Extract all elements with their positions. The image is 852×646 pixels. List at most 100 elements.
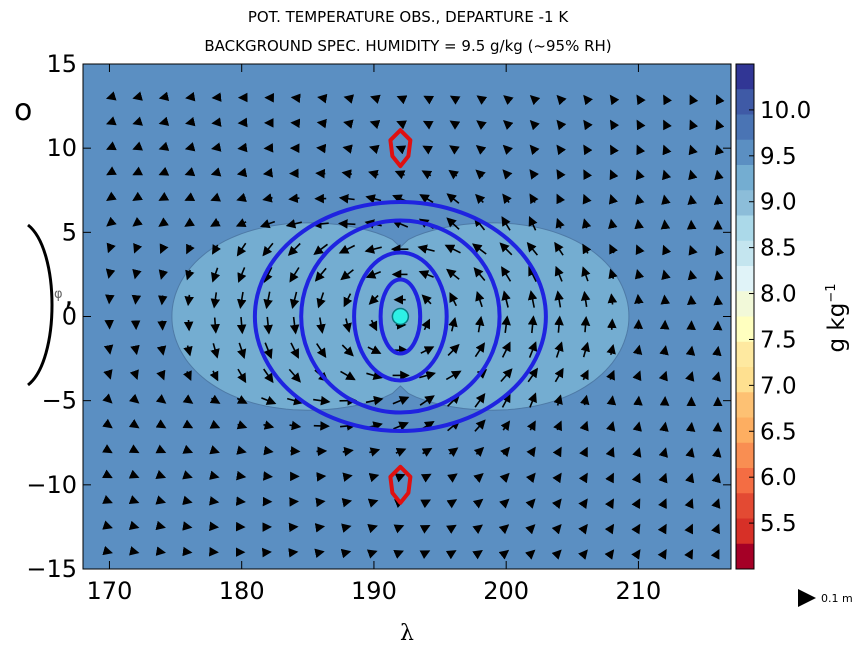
wind-vector: [608, 193, 618, 205]
colorbar-tick-label: 7.5: [760, 327, 797, 353]
wind-vector: [338, 219, 356, 229]
blue-contour: [378, 277, 423, 356]
wind-vector: [158, 217, 169, 227]
wind-vector: [342, 446, 354, 457]
wind-vector: [158, 141, 170, 151]
wind-vector: [155, 419, 167, 429]
wind-vector: [184, 192, 196, 201]
wind-vector: [289, 420, 302, 431]
wind-vector: [474, 419, 486, 432]
wind-vector: [129, 546, 140, 556]
wind-vector: [503, 95, 514, 106]
wind-vector: [236, 445, 247, 455]
wind-vector: [501, 266, 512, 282]
wind-vector: [658, 447, 668, 458]
wind-vector: [315, 497, 326, 508]
wind-vector: [685, 472, 695, 484]
wind-vector: [551, 549, 562, 560]
wind-vector: [342, 144, 353, 154]
wind-vector: [711, 472, 721, 484]
wind-vector: [689, 119, 699, 131]
red-contour: [388, 464, 413, 505]
wind-vector: [211, 142, 222, 152]
wind-vector: [446, 217, 460, 230]
wind-vector: [340, 269, 354, 281]
wind-vector: [263, 266, 273, 284]
wind-vector: [421, 294, 432, 305]
wind-vector: [554, 290, 564, 308]
wind-vector: [476, 120, 487, 130]
wind-vector: [209, 496, 220, 506]
wind-vector: [314, 267, 327, 282]
y-tick-label: −10: [26, 471, 77, 499]
wind-vector: [132, 268, 142, 280]
wind-vector: [714, 169, 724, 181]
colorbar-swatch: [736, 190, 754, 216]
wind-vector: [237, 342, 247, 360]
wind-vector: [609, 169, 619, 181]
y-tick-label: 5: [62, 218, 77, 246]
red-contour: [388, 128, 413, 169]
wind-vector: [685, 447, 695, 458]
wind-vector: [209, 521, 220, 532]
wind-vector: [608, 218, 618, 229]
wind-vector: [631, 472, 641, 484]
wind-vector: [475, 144, 487, 155]
wind-vector: [609, 94, 620, 106]
wind-vector: [235, 218, 247, 227]
wind-vector: [210, 192, 222, 202]
wind-vector: [606, 344, 616, 355]
wind-vector: [235, 496, 246, 506]
wind-vector: [684, 523, 694, 535]
colorbar-tick-label: 8.5: [760, 236, 797, 262]
wind-vector: [525, 498, 536, 509]
wind-vector: [528, 265, 537, 282]
wind-vector: [287, 242, 301, 256]
wind-vector: [289, 291, 300, 310]
wind-vector: [289, 267, 300, 283]
wind-vector: [606, 395, 617, 406]
wind-vector: [501, 315, 511, 333]
x-tick-label: 210: [616, 577, 662, 605]
wind-vector: [712, 345, 722, 357]
wind-vector: [128, 393, 140, 404]
colorbar-swatch: [736, 266, 754, 292]
wind-vector: [633, 395, 643, 406]
wind-vector: [317, 93, 328, 104]
colorbar-swatch: [736, 215, 754, 242]
chart-title: POT. TEMPERATURE OBS., DEPARTURE -1 K: [248, 8, 569, 26]
svg-text:g kg−1: g kg−1: [824, 283, 850, 352]
wind-vector: [184, 142, 196, 152]
wind-vector: [263, 291, 273, 310]
wind-vector: [476, 95, 488, 105]
wind-vector: [129, 369, 139, 381]
wind-vector: [715, 119, 725, 131]
wind-vector: [210, 292, 221, 309]
wind-vector: [313, 395, 331, 406]
fragment-comma: ,: [64, 278, 74, 313]
wind-vector: [528, 341, 538, 358]
wind-vector: [503, 120, 514, 131]
wind-vector: [396, 95, 408, 105]
y-tick-label: −15: [26, 555, 77, 583]
wind-vector: [578, 549, 588, 560]
colorbar-tick-label: 9.5: [760, 144, 797, 170]
wind-vector: [472, 550, 483, 560]
wind-vector: [286, 395, 304, 406]
wind-vector: [128, 469, 140, 479]
plot-area: [83, 64, 731, 569]
wind-vector: [529, 144, 540, 156]
wind-vector: [367, 524, 378, 534]
wind-vector: [155, 444, 167, 454]
wind-vector: [106, 242, 116, 254]
wind-vector: [607, 318, 617, 330]
wind-vector: [421, 447, 433, 457]
colorbar-swatch: [736, 139, 754, 166]
wind-vector: [343, 293, 353, 308]
wind-vector: [419, 395, 435, 406]
wind-vector: [634, 219, 644, 230]
wind-vector: [423, 95, 435, 105]
fragment-phi: φ: [54, 287, 63, 302]
wind-vector: [635, 194, 645, 205]
